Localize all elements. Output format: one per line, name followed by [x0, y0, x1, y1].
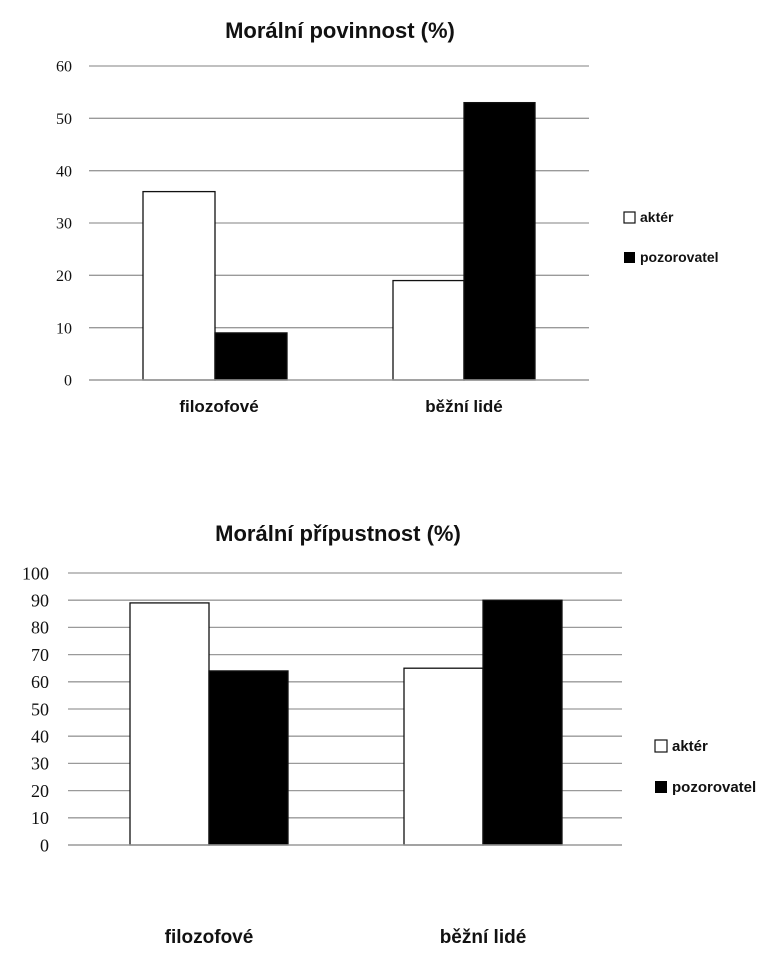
chart-moralni-povinnost: Morální povinnost (%) 0 10 20 30 40 50 60 filo… [56, 18, 719, 416]
bar-pozorovatel [463, 101, 536, 381]
y-tick-label: 100 [22, 563, 49, 583]
chart-2-title: Morální přípustnost (%) [215, 521, 461, 546]
chart-1-legend-swatch-akter [623, 211, 636, 224]
bar-pozorovatel [482, 599, 563, 846]
chart-2-category-bezni-lide: běžní lidé [440, 927, 527, 948]
y-tick-label: 30 [56, 216, 72, 233]
y-tick-label: 10 [31, 808, 49, 828]
y-tick-label: 40 [31, 727, 49, 747]
chart-1-legend-swatch-pozorovatel [624, 252, 635, 263]
bar-akter [403, 667, 484, 846]
bar-pozorovatel [208, 670, 289, 846]
y-tick-label: 0 [64, 373, 72, 390]
y-tick-label: 10 [56, 320, 72, 337]
chart-2-legend-swatch-akter [654, 739, 668, 753]
chart-1-bars [142, 101, 536, 381]
y-tick-label: 30 [31, 754, 49, 774]
chart-2-legend-swatch-pozorovatel [655, 781, 667, 793]
y-tick-label: 20 [31, 781, 49, 801]
y-tick-label: 80 [31, 618, 49, 638]
y-tick-label: 0 [40, 835, 49, 855]
chart-2-legend: aktér pozorovatel [654, 738, 756, 796]
chart-1-category-bezni-lide: běžní lidé [425, 397, 502, 416]
chart-1-y-axis: 0 10 20 30 40 50 60 [56, 59, 72, 390]
chart-1-category-filozofove: filozofové [179, 397, 258, 416]
y-tick-label: 20 [56, 268, 72, 285]
y-tick-label: 60 [31, 672, 49, 692]
chart-2-category-filozofove: filozofové [165, 927, 254, 948]
chart-2-bars [129, 599, 563, 846]
chart-2-y-axis: 0 10 20 30 40 50 60 70 80 90 100 [22, 563, 49, 855]
y-tick-label: 50 [31, 699, 49, 719]
y-tick-label: 70 [31, 645, 49, 665]
chart-1-legend-label-pozorovatel: pozorovatel [640, 249, 719, 265]
chart-moralni-pripustnost: Morální přípustnost (%) 0 10 20 30 40 50 60 70 8… [22, 521, 756, 948]
chart-2-legend-label-akter: aktér [672, 738, 708, 755]
bar-akter [392, 279, 465, 381]
chart-1-legend: aktér pozorovatel [623, 209, 719, 265]
chart-1-legend-label-akter: aktér [640, 209, 674, 225]
bar-pozorovatel [214, 332, 288, 381]
y-tick-label: 40 [56, 163, 72, 180]
y-tick-label: 50 [56, 111, 72, 128]
bar-akter [142, 190, 216, 381]
y-tick-label: 90 [31, 591, 49, 611]
chart-1-title: Morální povinnost (%) [225, 18, 455, 43]
chart-2-legend-label-pozorovatel: pozorovatel [672, 779, 756, 796]
bar-akter [129, 602, 210, 846]
y-tick-label: 60 [56, 59, 72, 76]
